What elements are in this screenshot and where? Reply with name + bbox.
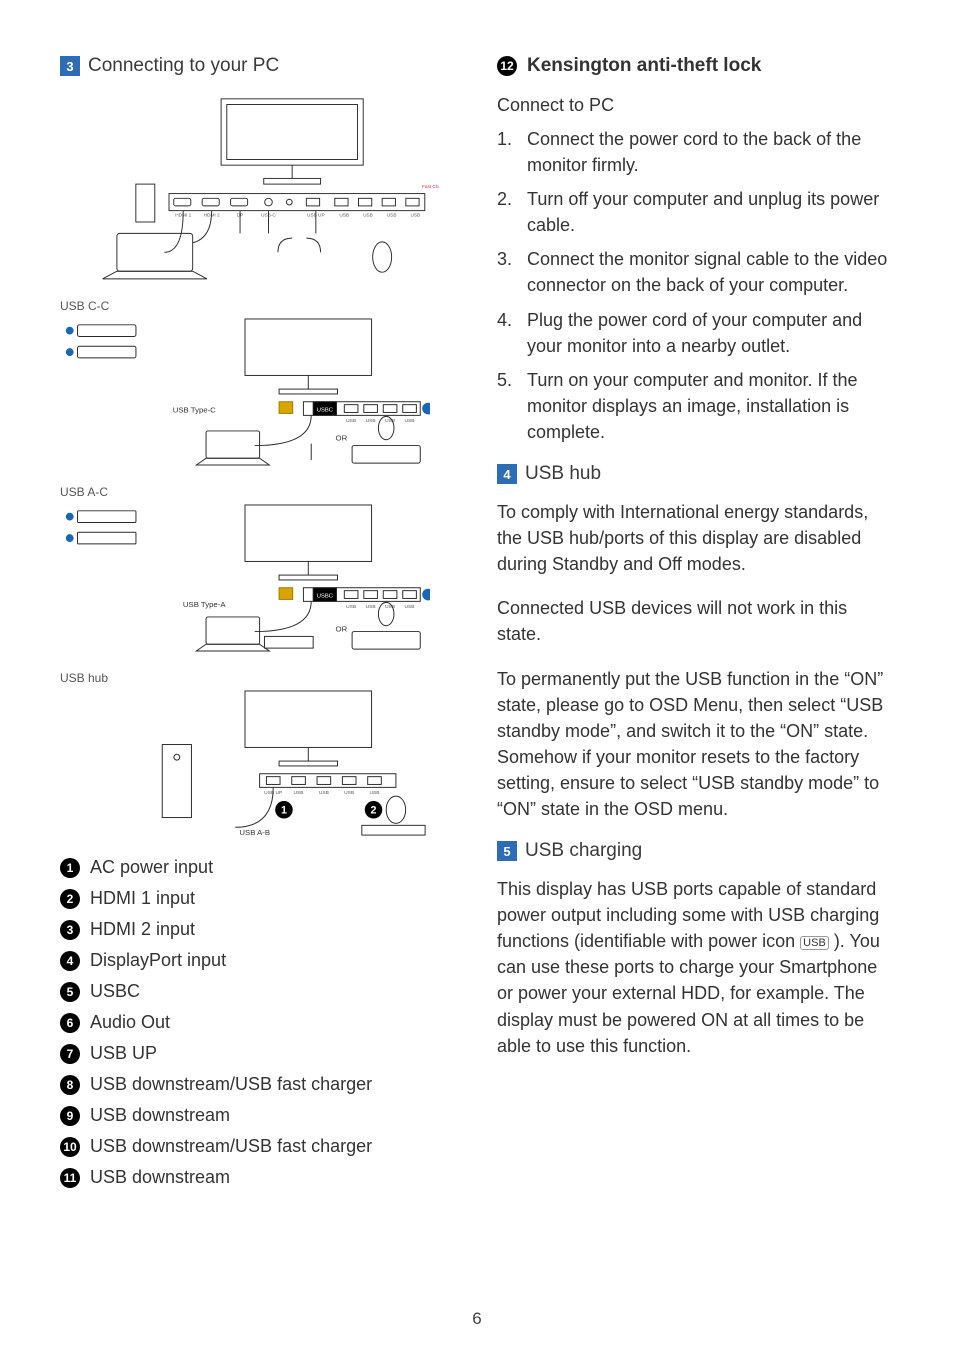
usb-hub-p2: Connected USB devices will not work in t… <box>497 595 894 647</box>
port-label: Kensington anti-theft lock <box>527 55 761 77</box>
badge-circle: 11 <box>60 1168 80 1188</box>
svg-text:USB: USB <box>405 604 415 610</box>
diagram-usb-cc: USB C-C USBC USB USB <box>60 299 457 467</box>
svg-text:USB: USB <box>363 212 373 218</box>
label-usb-hub: USB hub <box>60 671 108 685</box>
badge-circle: 12 <box>497 56 517 76</box>
port-item-7: 7 USB UP <box>60 1043 457 1064</box>
diagram-usb-ac: USB A-C USBC USB USB USB USB <box>60 485 457 653</box>
label-usb-cc: USB C-C <box>60 299 109 313</box>
svg-text:USB: USB <box>366 604 376 610</box>
badge-3: 3 <box>60 56 80 76</box>
port-item-3: 3 HDMI 2 input <box>60 919 457 940</box>
svg-text:OR: OR <box>336 625 348 634</box>
step-3: Connect the monitor signal cable to the … <box>497 246 894 298</box>
port-item-6: 6 Audio Out <box>60 1012 457 1033</box>
diagram-usb-hub: USB hub USB UP USB USB USB USB <box>60 671 457 839</box>
connect-steps: Connect the power cord to the back of th… <box>497 126 894 445</box>
badge-5: 5 <box>497 841 517 861</box>
port-item-2: 2 HDMI 1 input <box>60 888 457 909</box>
step-5: Turn on your computer and monitor. If th… <box>497 367 894 445</box>
badge-circle: 1 <box>60 858 80 878</box>
svg-text:USB: USB <box>339 212 349 218</box>
port-label: AC power input <box>90 857 213 878</box>
port-label: USB UP <box>90 1043 157 1064</box>
section-heading-usb-charging: 5 USB charging <box>497 840 894 862</box>
svg-text:USB Type-C: USB Type-C <box>173 405 216 414</box>
svg-text:USB Type-A: USB Type-A <box>183 600 226 609</box>
svg-main: HDMI 1 HDMI 2 DP USB-C USB UP USB USB US… <box>79 91 439 281</box>
port-label: USBC <box>90 981 140 1002</box>
svg-text:1: 1 <box>281 805 287 817</box>
svg-text:USB: USB <box>344 790 354 796</box>
port-item-4: 4 DisplayPort input <box>60 950 457 971</box>
svg-text:USB: USB <box>346 604 356 610</box>
svg-text:USB: USB <box>294 790 304 796</box>
section-heading-connecting: 3 Connecting to your PC <box>60 55 457 77</box>
badge-circle: 5 <box>60 982 80 1002</box>
usb-hub-p1: To comply with International energy stan… <box>497 499 894 577</box>
svg-usb-hub: USB UP USB USB USB USB 1 2 USB <box>60 689 430 839</box>
step-2: Turn off your computer and unplug its po… <box>497 186 894 238</box>
port-label: USB downstream/USB fast charger <box>90 1136 372 1157</box>
page-number: 6 <box>0 1309 954 1329</box>
diagram-main-connection: HDMI 1 HDMI 2 DP USB-C USB UP USB USB US… <box>60 91 457 281</box>
svg-text:USB: USB <box>346 418 356 424</box>
svg-usb-cc: USBC USB USB USB USB USB Type-C OR <box>60 317 430 467</box>
port-item-8: 8 USB downstream/USB fast charger <box>60 1074 457 1095</box>
step-1: Connect the power cord to the back of th… <box>497 126 894 178</box>
port-item-5: 5 USBC <box>60 981 457 1002</box>
svg-text:USB: USB <box>410 212 420 218</box>
badge-4: 4 <box>497 464 517 484</box>
badge-circle: 10 <box>60 1137 80 1157</box>
port-item-1: 1 AC power input <box>60 857 457 878</box>
heading-text: USB charging <box>525 840 642 862</box>
svg-text:USB: USB <box>366 418 376 424</box>
svg-text:USBC: USBC <box>317 407 333 413</box>
usb-charging-p1: This display has USB ports capable of st… <box>497 876 894 1059</box>
port-item-12: 12 Kensington anti-theft lock <box>497 55 894 77</box>
svg-text:USBC: USBC <box>317 593 333 599</box>
svg-text:USB: USB <box>386 212 396 218</box>
subhead-connect-pc: Connect to PC <box>497 95 894 116</box>
badge-circle: 2 <box>60 889 80 909</box>
port-label: USB downstream <box>90 1105 230 1126</box>
svg-text:USB: USB <box>405 418 415 424</box>
port-label: USB downstream/USB fast charger <box>90 1074 372 1095</box>
port-label: HDMI 1 input <box>90 888 195 909</box>
svg-text:USB: USB <box>370 790 380 796</box>
port-list: 1 AC power input 2 HDMI 1 input 3 HDMI 2 in… <box>60 857 457 1188</box>
heading-text: Connecting to your PC <box>88 55 279 77</box>
badge-circle: 8 <box>60 1075 80 1095</box>
badge-circle: 4 <box>60 951 80 971</box>
step-4: Plug the power cord of your computer and… <box>497 307 894 359</box>
svg-text:2: 2 <box>371 805 377 817</box>
badge-circle: 9 <box>60 1106 80 1126</box>
section-heading-usb-hub: 4 USB hub <box>497 463 894 485</box>
badge-circle: 3 <box>60 920 80 940</box>
svg-text:USB A-B: USB A-B <box>239 828 270 837</box>
svg-text:USB: USB <box>319 790 329 796</box>
badge-circle: 7 <box>60 1044 80 1064</box>
port-item-10: 10 USB downstream/USB fast charger <box>60 1136 457 1157</box>
port-label: Audio Out <box>90 1012 170 1033</box>
port-label: DisplayPort input <box>90 950 226 971</box>
svg-usb-ac: USBC USB USB USB USB USB Type-A OR <box>60 503 430 653</box>
badge-circle: 6 <box>60 1013 80 1033</box>
heading-text: USB hub <box>525 463 601 485</box>
usb-power-icon: USB <box>800 936 829 950</box>
svg-text:Fast Charger: Fast Charger <box>421 184 438 190</box>
port-item-9: 9 USB downstream <box>60 1105 457 1126</box>
usb-hub-p3: To permanently put the USB function in t… <box>497 666 894 823</box>
port-item-11: 11 USB downstream <box>60 1167 457 1188</box>
label-usb-ac: USB A-C <box>60 485 108 499</box>
svg-text:OR: OR <box>336 434 348 443</box>
port-label: HDMI 2 input <box>90 919 195 940</box>
port-label: USB downstream <box>90 1167 230 1188</box>
